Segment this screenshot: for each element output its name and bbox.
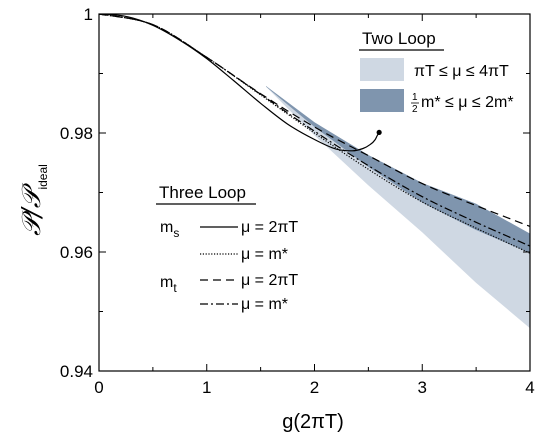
y-tick-label: 0.98 [60, 124, 93, 143]
x-axis-title: g(2πT) [282, 411, 344, 433]
series-layer [99, 14, 530, 254]
y-axis-title: 𝒫/𝒫ideal [17, 164, 50, 236]
legend-dark-band-label: m* ≤ μ ≤ 2m* [421, 94, 514, 111]
legend-two-loop-title: Two Loop [362, 29, 436, 48]
legend-ms-mstar-label: μ = m* [241, 246, 288, 263]
x-tick-label: 2 [310, 378, 319, 397]
x-tick-label: 0 [94, 378, 103, 397]
legend-dark-band-swatch [360, 89, 404, 112]
legend-light-band-label: πT ≤ μ ≤ 4πT [414, 63, 509, 80]
series-mt-2piT [99, 14, 530, 227]
ticks-layer: 0 1 2 3 40.940.960.981 [60, 5, 535, 397]
legend-three-loop: Three Loop ms μ = 2πT μ = m* mt μ = 2πT … [156, 183, 298, 313]
x-tick-label: 4 [525, 378, 534, 397]
y-tick-label: 0.96 [60, 243, 93, 262]
y-axis-title-sub: ideal [36, 164, 50, 189]
series-mt-mstar [99, 14, 530, 247]
legend-ms-2piT-label: μ = 2πT [241, 219, 298, 236]
y-tick-label: 1 [84, 5, 93, 24]
legend-three-loop-title: Three Loop [159, 183, 246, 202]
series-endpoint-marker [376, 129, 382, 136]
x-tick-label: 3 [418, 378, 427, 397]
svg-text:2: 2 [412, 104, 418, 115]
bands-layer [266, 86, 530, 329]
svg-text:𝒫/𝒫ideal: 𝒫/𝒫ideal [17, 164, 50, 236]
x-tick-label: 1 [202, 378, 211, 397]
band-two-loop-mstar [266, 86, 530, 254]
y-axis-title-main: 𝒫/𝒫 [17, 182, 47, 236]
band-two-loop-pit-4pit [266, 86, 530, 329]
svg-text:1: 1 [412, 92, 418, 103]
series-ms-2piT [99, 14, 380, 152]
legend-ms-label: ms [160, 219, 179, 240]
legend-light-band-swatch [360, 58, 404, 81]
legend-mt-2piT-label: μ = 2πT [241, 272, 298, 289]
legend-mt-label: mt [160, 274, 177, 295]
y-tick-label: 0.94 [60, 362, 93, 381]
legend-two-loop: Two Loop πT ≤ μ ≤ 4πT 1 2 m* ≤ μ ≤ 2m* [359, 29, 514, 115]
legend-mt-mstar-label: μ = m* [241, 296, 288, 313]
legend-half-fraction: 1 2 [411, 92, 419, 115]
